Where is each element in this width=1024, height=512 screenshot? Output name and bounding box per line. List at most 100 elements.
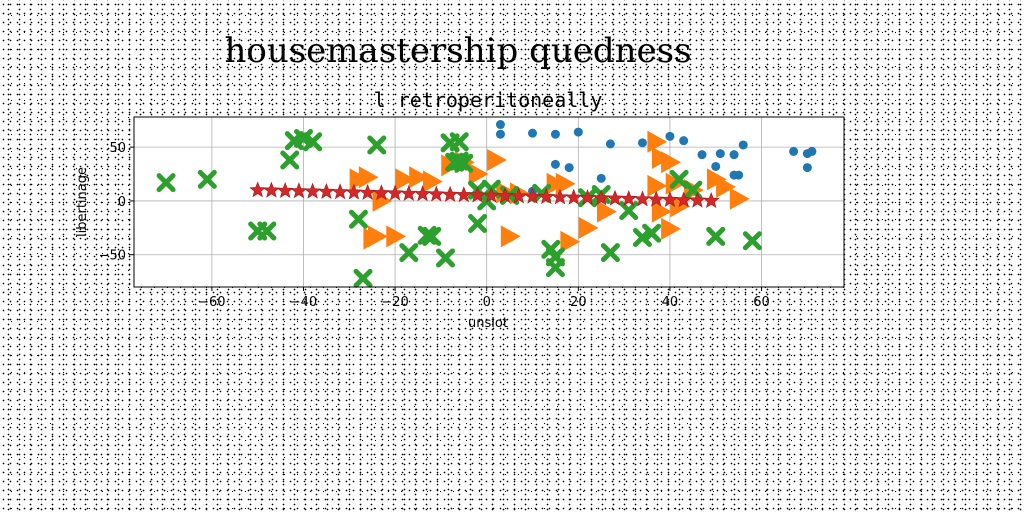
x-tick-label: −20 <box>381 295 408 310</box>
y-axis-label: libertinage <box>75 167 90 237</box>
triangle-point <box>597 200 617 223</box>
cross-point <box>367 135 387 155</box>
star-point <box>290 182 308 199</box>
star-point <box>469 186 487 203</box>
cross-point <box>642 223 662 243</box>
star-point <box>524 187 541 204</box>
circle-point <box>802 163 812 173</box>
star-point <box>372 184 390 201</box>
x-tick-label: 40 <box>662 295 679 310</box>
star-point <box>496 187 514 204</box>
circle-point <box>495 129 505 139</box>
star-point <box>510 187 528 204</box>
triangle-point <box>578 216 599 239</box>
plot-frame <box>133 116 845 288</box>
star-point <box>427 185 445 202</box>
circle-point <box>715 149 725 159</box>
star-point <box>647 190 665 207</box>
star-point <box>331 183 349 200</box>
star-point <box>675 191 693 208</box>
cross-point <box>435 248 455 268</box>
y-tick-label: 0 <box>118 195 126 210</box>
triangle-point <box>468 163 489 186</box>
circle-point <box>637 138 647 148</box>
star-point <box>317 182 335 199</box>
star-point <box>551 188 569 205</box>
triangle-point <box>647 174 668 197</box>
cross-point <box>348 209 368 229</box>
triangle-point <box>422 170 443 193</box>
star-point <box>688 191 706 208</box>
y-tick-label: −50 <box>99 249 126 264</box>
circle-point <box>528 128 538 138</box>
cross-point <box>440 133 460 153</box>
cross-point <box>445 152 465 172</box>
cross-point <box>353 268 373 288</box>
cross-point <box>293 129 313 149</box>
x-tick-label: 0 <box>483 295 491 310</box>
circle-point <box>550 159 560 169</box>
x-tick-label: −60 <box>198 295 225 310</box>
circle-point <box>679 136 689 146</box>
star-point <box>304 182 322 199</box>
triangle-point <box>487 149 507 172</box>
star-point <box>620 190 638 207</box>
circle-point <box>738 140 748 150</box>
x-tick-label: −40 <box>290 295 317 310</box>
cross-point <box>600 243 620 263</box>
circle-point <box>789 146 799 156</box>
circle-point <box>605 139 615 149</box>
circle-point <box>596 173 606 183</box>
star-point <box>702 191 720 208</box>
triangle-point <box>716 175 736 198</box>
cross-point <box>399 243 419 263</box>
cross-point <box>545 258 565 278</box>
cross-point <box>706 226 726 246</box>
star-point <box>441 185 459 202</box>
star-point <box>482 186 500 203</box>
star-point <box>455 186 473 203</box>
triangle-point <box>409 166 429 189</box>
circle-point <box>564 163 574 173</box>
triangle-point <box>560 230 581 253</box>
x-axis-label: unslot <box>468 316 508 331</box>
triangle-point <box>670 195 691 218</box>
cross-point <box>280 150 300 170</box>
triangle-point <box>661 151 681 174</box>
x-tick-label: 20 <box>570 295 587 310</box>
chart-title: housemastership quedness <box>224 31 691 71</box>
y-tick-label: 50 <box>109 141 126 156</box>
cross-point <box>468 214 488 234</box>
star-point <box>661 190 679 207</box>
star-point <box>386 184 404 201</box>
chart-subtitle: l retroperitoneally <box>374 88 603 112</box>
star-point <box>262 181 280 198</box>
x-tick-label: 60 <box>753 295 770 310</box>
cross-point <box>156 173 176 193</box>
circle-point <box>495 120 505 130</box>
circle-point <box>665 131 675 141</box>
circle-point <box>711 161 721 171</box>
star-point <box>345 183 363 200</box>
triangle-point <box>651 200 672 223</box>
star-point <box>579 189 596 206</box>
star-point <box>565 188 583 205</box>
triangle-point <box>395 168 416 191</box>
star-point <box>400 184 418 201</box>
star-point <box>249 181 267 198</box>
circle-point <box>729 150 739 160</box>
cross-point <box>422 226 442 246</box>
cross-point <box>619 201 639 221</box>
star-point <box>276 181 294 198</box>
circle-point <box>697 150 707 160</box>
triangle-point <box>546 172 567 195</box>
star-point <box>359 183 377 200</box>
star-point <box>537 188 555 205</box>
cross-point <box>197 169 217 189</box>
triangle-point <box>358 166 379 189</box>
star-point <box>414 185 432 202</box>
circle-point <box>550 129 560 139</box>
triangle-point <box>367 225 388 248</box>
star-point <box>606 189 624 206</box>
triangle-point <box>661 217 681 240</box>
